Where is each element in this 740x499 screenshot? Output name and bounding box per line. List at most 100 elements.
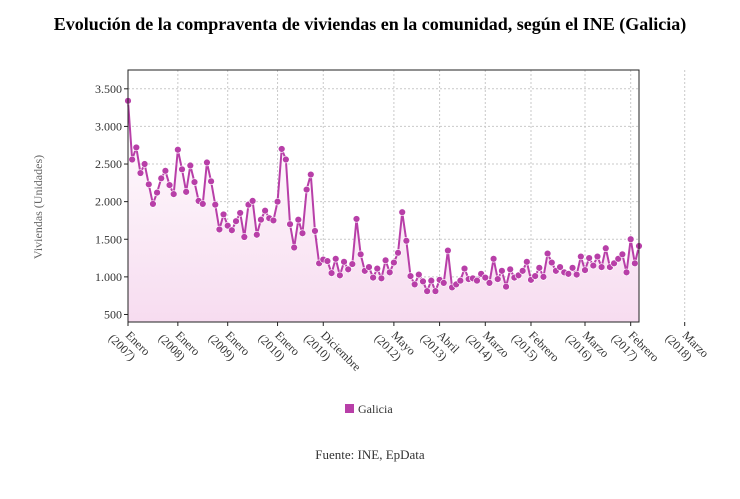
data-point	[427, 276, 435, 285]
data-point	[631, 259, 639, 268]
data-point	[626, 235, 635, 243]
data-point	[165, 181, 174, 189]
points-layer	[124, 97, 643, 295]
data-point	[440, 279, 448, 287]
x-tick-label: Enero(2010)	[255, 321, 302, 368]
data-point	[228, 226, 236, 234]
data-point	[352, 215, 361, 223]
data-point	[128, 155, 136, 164]
data-point	[282, 155, 290, 164]
data-point	[390, 258, 398, 267]
data-point	[224, 222, 232, 230]
series-area-fill	[128, 100, 639, 322]
data-point	[207, 177, 215, 186]
data-point	[456, 276, 465, 285]
data-point	[261, 206, 269, 215]
data-point	[327, 269, 336, 277]
data-point	[348, 260, 357, 268]
y-tick-label: 500	[104, 307, 122, 321]
data-point	[394, 249, 402, 257]
legend[interactable]: Galicia	[345, 402, 393, 416]
data-point	[523, 258, 531, 266]
data-point	[356, 250, 365, 259]
x-tick-label: Febrero(2017)	[609, 321, 662, 374]
data-point	[572, 270, 581, 279]
data-point	[485, 279, 494, 287]
data-point	[506, 265, 514, 274]
x-axis: Enero(2007) Enero(2008) Enero(2009) Enero(2…	[106, 321, 712, 374]
data-point	[489, 255, 498, 263]
data-point	[178, 165, 186, 174]
data-point	[190, 178, 199, 186]
data-point	[248, 197, 257, 205]
data-point	[153, 188, 161, 197]
data-point	[149, 200, 157, 208]
data-point	[161, 167, 170, 175]
data-point	[219, 210, 228, 219]
data-point	[514, 271, 523, 280]
x-tick-label: Enero(2008)	[156, 321, 203, 368]
data-point	[269, 216, 278, 225]
data-point	[365, 263, 373, 271]
series-line-galicia	[127, 100, 640, 294]
data-point	[589, 261, 597, 270]
data-point	[460, 264, 469, 273]
legend-swatch-galicia	[345, 404, 354, 413]
data-point	[597, 263, 606, 271]
data-point	[423, 287, 431, 295]
legend-label-galicia: Galicia	[358, 402, 393, 416]
data-point	[415, 270, 423, 279]
x-tick-label: Marzo(2014)	[463, 321, 512, 370]
data-point	[502, 282, 510, 291]
data-point	[136, 169, 145, 177]
data-point	[232, 217, 240, 225]
data-point	[481, 273, 489, 282]
data-point	[593, 252, 602, 261]
data-point	[585, 254, 593, 262]
y-tick-label: 1.000	[95, 270, 122, 284]
data-point	[386, 268, 394, 277]
data-point	[548, 258, 556, 267]
data-point	[373, 264, 381, 273]
x-tick-label: Enero(2009)	[206, 321, 253, 368]
y-tick-label: 3.500	[95, 82, 122, 96]
data-point	[211, 200, 219, 209]
data-point	[410, 280, 419, 289]
data-point	[602, 244, 610, 252]
data-point	[398, 208, 406, 216]
data-point	[406, 272, 415, 280]
data-point	[240, 233, 249, 241]
data-point	[182, 188, 190, 196]
data-point	[332, 255, 340, 263]
data-point	[568, 264, 577, 272]
source-note: Fuente: INE, EpData	[315, 447, 425, 462]
data-point	[199, 200, 207, 208]
data-point	[273, 197, 282, 206]
data-point	[336, 271, 344, 280]
data-point	[132, 143, 141, 152]
data-point	[581, 266, 589, 274]
data-point	[302, 185, 311, 194]
data-point	[340, 258, 348, 266]
data-point	[498, 267, 506, 275]
data-point	[286, 220, 294, 228]
data-point	[556, 263, 564, 271]
data-point	[618, 250, 627, 259]
data-point	[307, 170, 315, 179]
y-tick-label: 2.000	[95, 195, 122, 209]
data-point	[531, 272, 539, 280]
data-point	[577, 252, 585, 261]
x-tick-label: Marzo(2018)	[663, 321, 712, 370]
data-point	[215, 225, 224, 234]
y-tick-label: 1.500	[95, 232, 122, 246]
data-point	[278, 145, 286, 153]
data-point	[344, 265, 352, 274]
data-point	[377, 274, 386, 283]
data-point	[186, 161, 195, 170]
data-point	[140, 160, 149, 168]
x-tick-label: Abril(2013)	[417, 321, 462, 366]
data-point	[236, 209, 244, 217]
data-point	[323, 257, 332, 265]
data-point	[431, 287, 440, 295]
